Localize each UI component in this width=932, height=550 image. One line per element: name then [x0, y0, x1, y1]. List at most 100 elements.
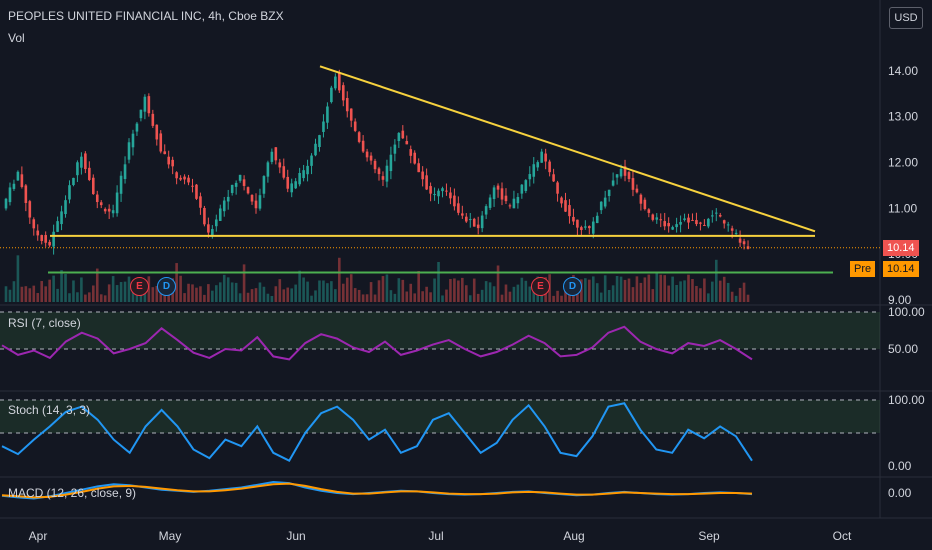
volume-bar: [91, 285, 95, 302]
volume-bar: [345, 277, 349, 302]
candle-body: [544, 153, 547, 162]
candle-body: [234, 182, 238, 187]
volume-bar: [286, 287, 290, 302]
volume-bar: [191, 284, 194, 302]
candle-body: [683, 218, 686, 220]
volume-bar: [627, 278, 631, 302]
volume-bar: [607, 289, 611, 302]
pre-market-label: Pre: [850, 261, 876, 277]
earnings-badge[interactable]: E: [531, 277, 550, 296]
volume-bar: [488, 282, 492, 302]
volume-bar: [349, 274, 353, 302]
volume-bar: [278, 279, 282, 302]
volume-bar: [651, 289, 655, 302]
candle-body: [679, 222, 682, 225]
pre-market-price-tag: 10.14: [883, 261, 919, 277]
candle-body: [199, 196, 202, 208]
volume-bar: [341, 283, 345, 302]
candle-body: [461, 213, 464, 216]
candle-body: [322, 121, 325, 132]
candle-body: [258, 195, 262, 209]
volume-bar: [671, 276, 674, 302]
volume-bar: [95, 268, 99, 302]
candle-body: [595, 215, 599, 224]
candle-body: [306, 165, 309, 175]
candle-body: [218, 208, 222, 221]
volume-bar: [401, 279, 405, 302]
volume-bar: [734, 295, 738, 302]
volume-bar: [127, 276, 131, 302]
volume-bar: [413, 293, 417, 302]
volume-bar: [457, 280, 460, 302]
volume-bar: [20, 286, 24, 302]
dividend-badge[interactable]: D: [563, 277, 582, 296]
volume-bar: [326, 283, 329, 302]
stoch-label: Stoch (14, 3, 3): [8, 403, 91, 417]
volume-bars: [4, 255, 750, 302]
macd-label: MACD (12, 26, close, 9): [8, 486, 137, 500]
volume-bar: [88, 292, 91, 302]
rsi-line: [1, 325, 753, 361]
candle-body: [556, 182, 559, 194]
volume-bar: [421, 291, 424, 302]
volume-bar: [314, 290, 317, 302]
volume-bar: [385, 274, 389, 302]
volume-bar: [365, 294, 369, 302]
candle-body: [647, 209, 651, 213]
candle-body: [310, 155, 313, 166]
candle-body: [560, 197, 563, 204]
candle-body: [552, 174, 555, 182]
volume-bar: [361, 294, 365, 302]
price-tick-label: 11.00: [888, 201, 917, 215]
candle-body: [675, 224, 678, 228]
volume-bar: [353, 288, 357, 302]
volume-bar: [322, 280, 325, 302]
volume-bar: [44, 286, 47, 302]
volume-bar: [703, 278, 706, 302]
candle-body: [580, 227, 583, 231]
candle-body: [44, 235, 47, 243]
volume-bar: [746, 294, 750, 302]
candle-body: [40, 235, 44, 241]
candle-body: [250, 194, 254, 202]
volume-bar: [437, 261, 440, 302]
volume-bar: [99, 294, 103, 302]
chart-title: PEOPLES UNITED FINANCIAL INC, 4h, Cboe B…: [8, 9, 284, 23]
dividend-badge[interactable]: D: [157, 277, 176, 296]
volume-bar: [377, 280, 381, 302]
volume-bar: [56, 288, 59, 302]
candle-body: [718, 215, 722, 217]
volume-bar: [218, 282, 222, 302]
earnings-badge[interactable]: E: [130, 277, 149, 296]
volume-bar: [32, 285, 36, 302]
volume-bar: [588, 279, 591, 302]
volume-bar: [199, 286, 202, 302]
candle-body: [429, 186, 432, 194]
candle-body: [599, 201, 603, 211]
candle-body: [623, 166, 627, 176]
volume-bar: [294, 284, 297, 302]
volume-bar: [397, 278, 401, 302]
candle-body: [588, 226, 591, 229]
volume-bar: [282, 289, 286, 302]
candle-body: [32, 219, 36, 229]
candle-body: [183, 176, 186, 180]
candle-body: [36, 230, 40, 236]
volume-bar: [611, 285, 615, 302]
volume-bar: [631, 287, 635, 302]
currency-button[interactable]: USD: [889, 7, 923, 29]
volume-bar: [623, 279, 627, 302]
candle-body: [536, 162, 540, 168]
candle-body: [262, 176, 266, 194]
volume-bar: [167, 290, 170, 302]
volume-bar: [36, 293, 40, 302]
time-tick-label: Aug: [563, 529, 584, 543]
volume-bar: [512, 286, 516, 302]
volume-bar: [492, 286, 496, 302]
candle-body: [155, 124, 159, 140]
candle-body: [302, 170, 305, 179]
volume-label: Vol: [8, 31, 25, 45]
candle-body: [472, 218, 476, 227]
volume-bar: [449, 279, 452, 302]
